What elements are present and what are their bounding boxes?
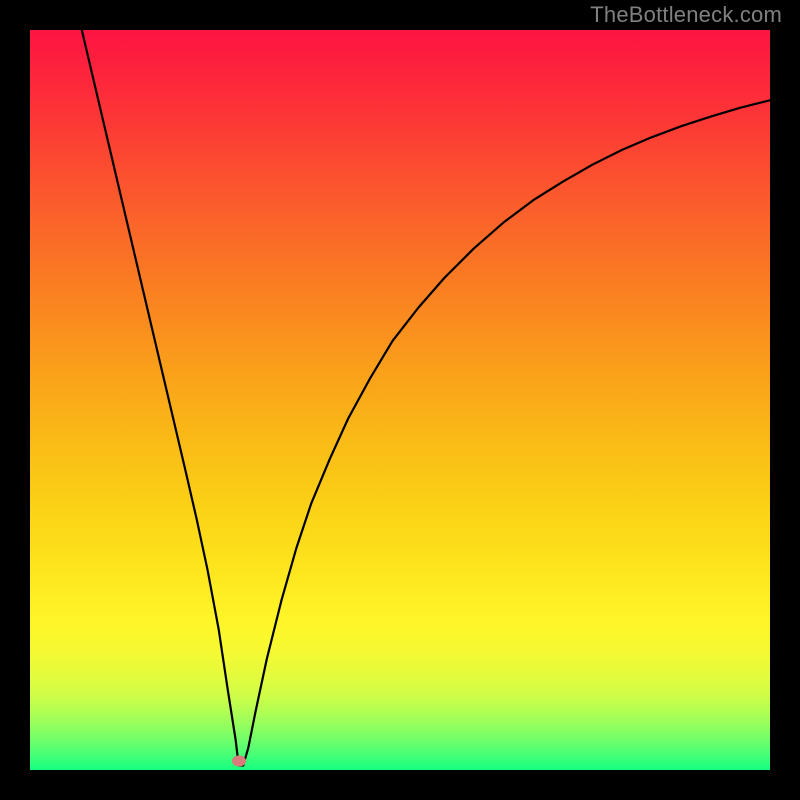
plot-area [30, 30, 770, 770]
watermark-text: TheBottleneck.com [590, 2, 782, 28]
chart-canvas: TheBottleneck.com [0, 0, 800, 800]
bottleneck-curve [82, 30, 770, 766]
curve-layer [30, 30, 770, 770]
minimum-marker [232, 756, 246, 767]
